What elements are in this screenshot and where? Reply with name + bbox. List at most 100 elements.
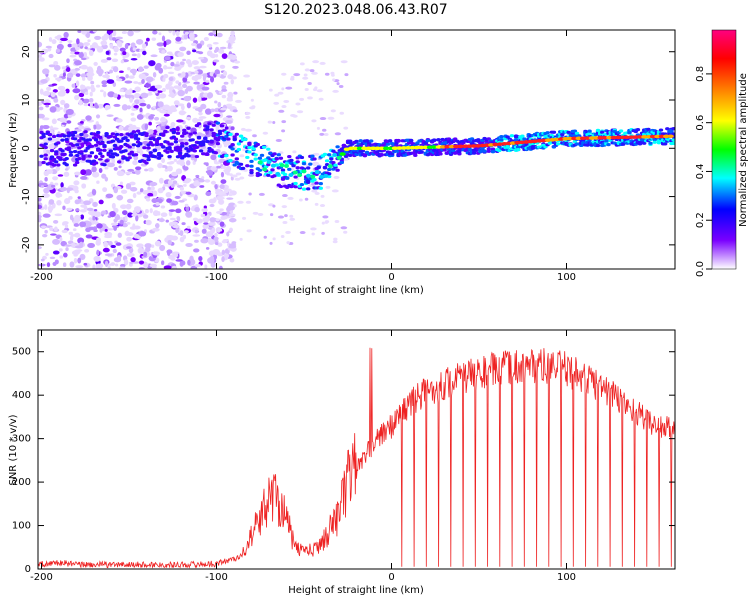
spectrogram-ridge-peak xyxy=(305,173,311,178)
spectrogram-ridge-cell xyxy=(207,122,212,126)
spectrogram-ridge-cell xyxy=(102,144,107,148)
spectrogram-ridge-cell xyxy=(266,163,271,167)
spectrogram-ridge-cell xyxy=(230,147,235,151)
spectrogram-noise-cell xyxy=(43,187,50,194)
spectrogram-noise-cell xyxy=(155,222,160,229)
spectrogram-noise-cell xyxy=(155,201,160,206)
spectrogram-ridge-peak xyxy=(356,146,364,151)
spectrogram-ridge-cell xyxy=(156,136,162,140)
colorbar-label: Normalized spectral amplitude xyxy=(738,73,749,227)
spectrogram-noise-cell xyxy=(154,84,163,89)
spectrogram-noise-cell xyxy=(219,184,225,190)
spectrogram-noise-cell xyxy=(101,44,108,50)
spectrogram-ridge-cell xyxy=(56,163,61,167)
spectrogram-noise-cell xyxy=(242,148,247,152)
spectrogram-ridge-cell xyxy=(87,138,93,142)
spectrogram-noise-cell xyxy=(292,150,297,154)
spectrogram-ridge-cell xyxy=(312,157,317,161)
spectrogram-noise-cell xyxy=(67,40,73,43)
spectrogram-ridge-cell xyxy=(333,163,338,167)
spectrogram-noise-cell xyxy=(155,62,162,69)
spectrogram-ytick-label: -10 xyxy=(21,188,32,204)
spectrogram-ridge-cell xyxy=(600,130,605,134)
spectrogram-noise-cell xyxy=(113,167,118,171)
spectrogram-ridge-cell xyxy=(51,134,57,139)
spectrogram-noise-cell xyxy=(183,34,188,40)
spectrogram-ridge-cell xyxy=(618,129,624,133)
spectrogram-noise-cell xyxy=(44,229,48,234)
snr-series-line xyxy=(38,347,675,569)
spectrogram-noise-cell xyxy=(141,78,145,84)
colorbar-tick-label: 0.6 xyxy=(695,115,706,131)
spectrogram-noise-cell xyxy=(198,56,205,60)
spectrogram-noise-cell xyxy=(96,180,100,184)
spectrogram-noise-cell xyxy=(38,101,43,106)
spectrogram-noise-cell xyxy=(46,86,52,91)
spectrogram-noise-cell xyxy=(95,114,101,119)
spectrogram-noise-cell xyxy=(109,211,116,218)
spectrogram-noise-cell xyxy=(179,186,185,191)
spectrogram-noise-cell xyxy=(64,168,69,171)
spectrogram-noise-cell xyxy=(138,260,145,265)
spectrogram-noise-cell xyxy=(75,46,80,51)
spectrogram-ridge-cell xyxy=(545,131,550,135)
spectrogram-noise-cell xyxy=(290,113,296,117)
spectrogram-xtick-label: 0 xyxy=(388,272,394,283)
spectrogram-noise-cell xyxy=(74,171,81,176)
spectrogram-noise-cell xyxy=(207,237,211,241)
spectrogram-noise-cell xyxy=(175,30,180,37)
spectrogram-noise-cell xyxy=(258,192,265,196)
spectrogram-ridge-cell xyxy=(43,142,48,146)
spectrogram-noise-cell xyxy=(211,227,216,232)
spectrogram-ridge-cell xyxy=(125,138,130,142)
spectrogram-noise-cell xyxy=(78,92,85,98)
spectrogram-noise-cell xyxy=(162,183,171,187)
spectrogram-noise-cell xyxy=(49,233,57,236)
spectrogram-noise-cell xyxy=(302,76,309,80)
spectrogram-noise-cell xyxy=(170,177,175,181)
spectrogram-noise-cell xyxy=(111,58,119,63)
spectrogram-ytick-label: -20 xyxy=(21,237,32,253)
spectrogram-noise-cell xyxy=(233,91,238,95)
spectrogram-ridge-cell xyxy=(419,150,424,154)
spectrogram-ridge-cell xyxy=(161,132,166,136)
spectrogram-ridge-cell xyxy=(499,134,504,139)
spectrogram-noise-cell xyxy=(53,219,59,224)
spectrogram-noise-cell xyxy=(178,200,185,203)
spectrogram-noise-cell xyxy=(188,32,195,39)
spectrogram-noise-cell xyxy=(164,56,171,61)
spectrogram-noise-cell xyxy=(246,87,252,91)
spectrogram-noise-cell xyxy=(319,117,327,121)
spectrogram-noise-cell xyxy=(190,71,196,75)
spectrogram-noise-cell xyxy=(136,53,141,59)
spectrogram-ridge-peak xyxy=(292,170,298,175)
spectrogram-noise-cell xyxy=(52,238,61,245)
spectrogram-ridge-cell xyxy=(161,145,166,149)
spectrogram-noise-cell xyxy=(318,97,324,101)
spectrogram-noise-cell xyxy=(175,227,179,234)
spectrogram-noise-cell xyxy=(42,234,48,238)
spectrogram-noise-cell xyxy=(86,71,95,77)
spectrogram-noise-cell xyxy=(139,102,147,107)
spectrogram-noise-cell xyxy=(75,208,80,212)
spectrogram-ridge-cell xyxy=(595,143,601,148)
spectrogram-noise-cell xyxy=(161,123,165,127)
spectrogram-noise-cell xyxy=(50,91,56,98)
spectrogram-noise-cell xyxy=(277,215,285,219)
spectrogram-noise-cell xyxy=(93,211,102,218)
spectrogram-noise-cell xyxy=(245,111,251,115)
spectrogram-noise-cell xyxy=(96,264,100,269)
spectrogram-noise-cell xyxy=(193,180,201,187)
snr-marks xyxy=(38,347,675,569)
spectrogram-noise-cell xyxy=(191,42,197,47)
spectrogram-noise-cell xyxy=(138,98,143,105)
spectrogram-noise-cell xyxy=(63,252,68,258)
spectrogram-noise-cell xyxy=(282,194,288,198)
snr-ytick-label: 500 xyxy=(12,347,31,358)
spectrogram-ridge-cell xyxy=(642,141,647,145)
spectrogram-noise-cell xyxy=(267,120,273,124)
spectrogram-noise-cell xyxy=(193,66,201,70)
spectrogram-noise-cell xyxy=(41,193,50,198)
spectrogram-ridge-cell xyxy=(595,128,601,132)
spectrogram-ridge-cell xyxy=(280,168,286,172)
